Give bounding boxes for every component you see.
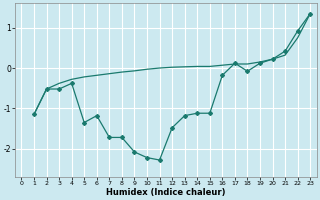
X-axis label: Humidex (Indice chaleur): Humidex (Indice chaleur)	[106, 188, 226, 197]
